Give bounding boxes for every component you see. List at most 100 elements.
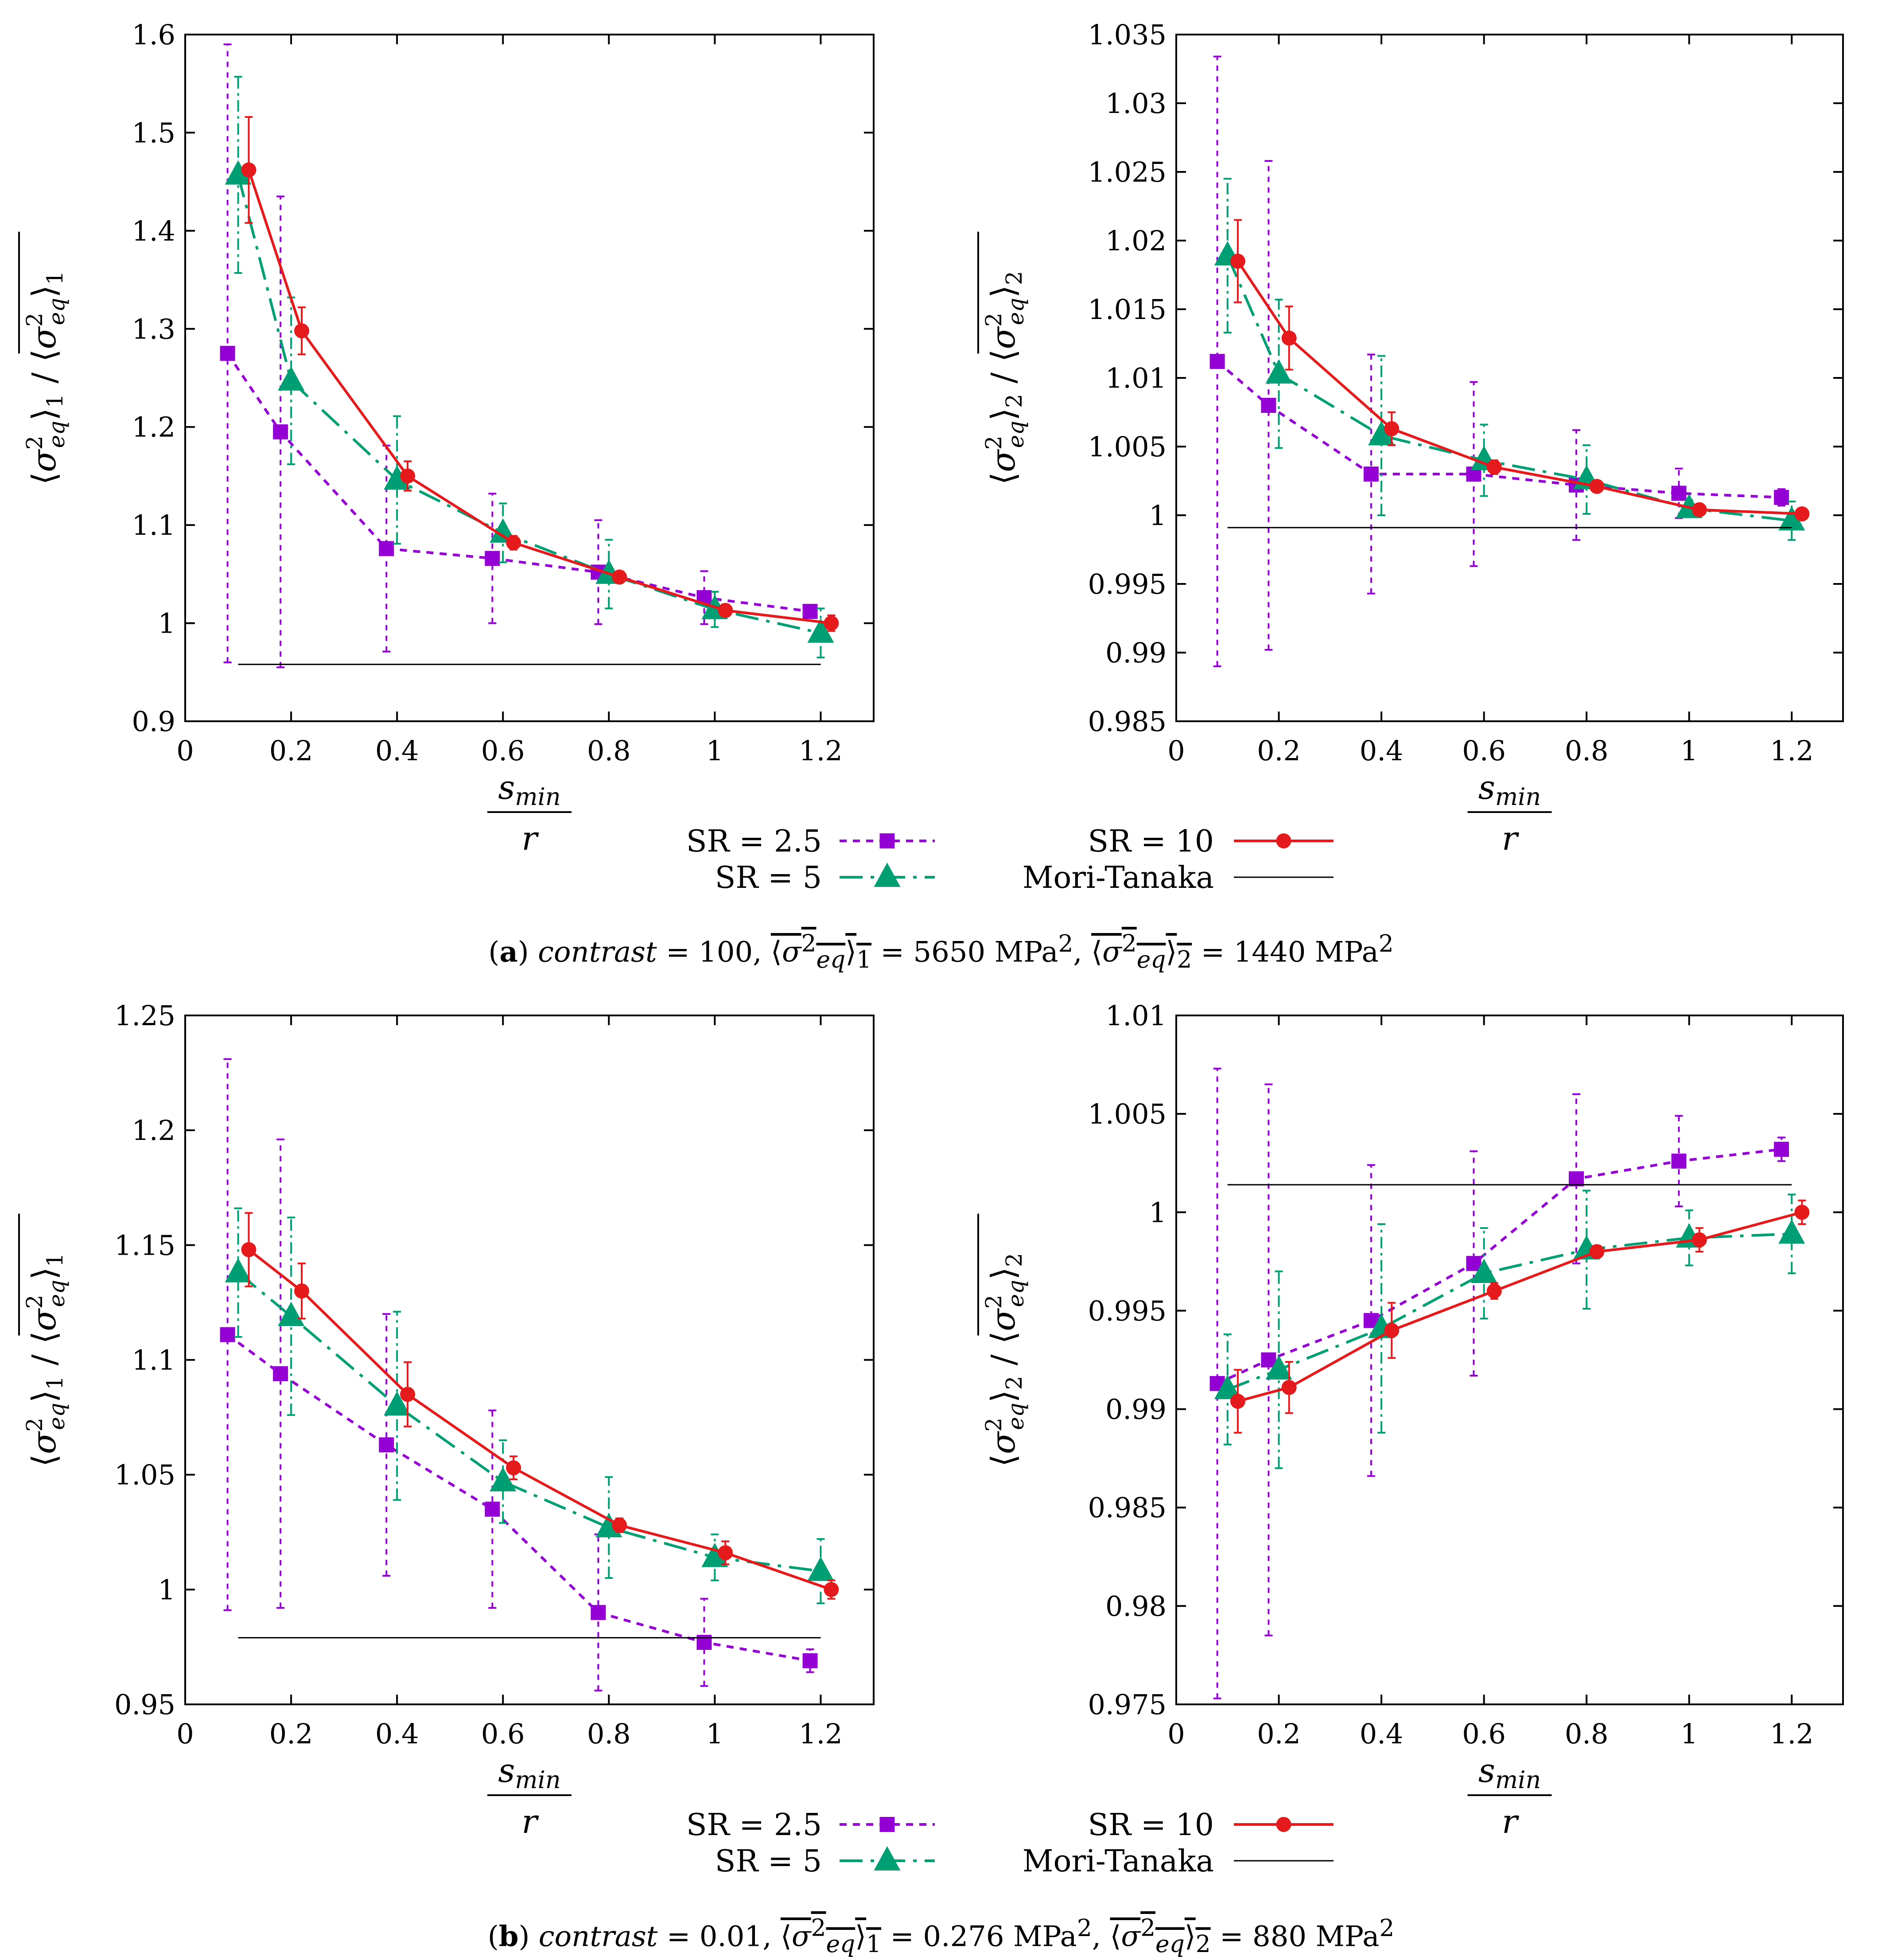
marker-sr5 [701,1543,728,1567]
y-tick-label: 0.995 [1088,568,1167,600]
y-tick-label: 0.98 [1105,1590,1167,1622]
x-tick-label: 1.2 [799,1718,843,1750]
x-tick-label: 1 [1680,1718,1698,1750]
legend-marker-sr5 [874,863,901,887]
svg-text:r: r [521,820,539,858]
marker-sr10 [294,1283,309,1299]
y-tick-label: 1.01 [1105,999,1167,1032]
x-tick-label: 0 [1167,1718,1185,1750]
legend-label: SR = 10 [1088,1808,1214,1843]
marker-sr10 [824,615,839,631]
marker-sr25 [220,346,235,361]
y-tick-label: 1 [1149,499,1167,532]
legend-marker-sr10 [1276,833,1291,848]
marker-sr10 [1691,1232,1707,1248]
series-sr10 [241,1212,839,1600]
legend-label: SR = 10 [1088,824,1214,859]
y-tick-label: 1.5 [132,117,175,149]
x-tick-label: 1.2 [1770,1718,1814,1750]
x-tick-label: 0.2 [269,735,313,767]
series-sr5 [1214,1190,1805,1469]
y-tick-label: 0.985 [1088,1492,1167,1524]
legend-label: SR = 2.5 [686,824,822,859]
legend-entry-mt: Mori-Tanaka [1023,860,1334,895]
legend-entry-sr10: SR = 10 [1088,1808,1334,1843]
marker-sr25 [1209,354,1225,369]
marker-sr10 [1486,459,1502,475]
x-tick-label: 1.2 [799,735,843,767]
marker-sr25 [220,1327,235,1342]
y-tick-label: 1 [158,607,175,640]
marker-sr10 [612,1517,627,1533]
legend-marker-sr25 [879,1817,895,1832]
marker-sr25 [379,1437,394,1453]
y-tick-label: 1.035 [1088,19,1167,51]
series-sr5 [225,1207,834,1604]
series-sr5 [225,76,834,659]
marker-sr25 [379,541,394,556]
marker-sr5 [278,1302,305,1326]
marker-sr5 [1265,359,1292,384]
x-tick-label: 0.2 [1257,735,1301,767]
x-tick-label: 0.6 [1462,735,1506,767]
marker-sr10 [241,1242,257,1257]
y-tick-label: 1.2 [132,1114,175,1147]
y-tick-label: 1 [1149,1196,1167,1229]
marker-sr25 [1774,490,1789,505]
caption-a: (a) contrast = 100, ⟨σ2eq⟩1 = 5650 MPa2,… [488,929,1394,974]
x-tick-label: 0.4 [1360,735,1404,767]
y-tick-label: 1.6 [132,19,175,51]
caption-b: (b) contrast = 0.01, ⟨σ2eq⟩1 = 0.276 MPa… [487,1914,1395,1958]
y-tick-label: 0.9 [132,705,175,738]
x-tick-label: 0.6 [481,735,525,767]
legend-entry-sr5: SR = 5 [715,860,935,895]
marker-sr10 [1794,1205,1810,1220]
marker-sr10 [294,323,309,338]
marker-sr10 [1794,506,1810,521]
marker-sr10 [506,1460,521,1476]
x-tick-label: 0.8 [587,1718,631,1750]
x-tick-label: 0.8 [1565,1718,1609,1750]
marker-sr10 [1691,502,1707,517]
marker-sr5 [225,160,252,185]
marker-sr10 [1281,331,1297,346]
x-tick-label: 0.8 [587,735,631,767]
y-tick-label: 1.1 [132,509,175,541]
y-tick-label: 0.985 [1088,705,1167,738]
plot-frame [184,34,875,722]
marker-sr25 [591,1605,606,1620]
marker-sr10 [400,1387,416,1402]
x-tick-label: 0.2 [1257,1718,1301,1750]
marker-sr10 [1384,1322,1400,1338]
legend-label: SR = 2.5 [686,1808,822,1843]
marker-sr10 [241,162,257,178]
y-tick-label: 1.05 [114,1459,175,1491]
marker-sr25 [696,1635,712,1650]
marker-sr5 [384,465,411,490]
svg-text:r: r [521,1803,539,1841]
svg-text:r: r [1502,1803,1520,1841]
x-tick-label: 1 [1680,735,1698,767]
legend-entry-mt: Mori-Tanaka [1023,1844,1334,1879]
marker-sr25 [273,424,288,439]
marker-sr10 [824,1582,839,1597]
x-tick-label: 0.4 [375,1718,419,1750]
x-tick-label: 0.2 [269,1718,313,1750]
marker-sr5 [278,366,305,391]
x-tick-label: 0.4 [1360,1718,1404,1750]
marker-sr25 [802,1653,818,1668]
legend-a: SR = 2.5 SR = 10 SR = 5 Mori-Tanaka [686,824,1334,895]
y-tick-label: 1.15 [114,1229,175,1261]
marker-sr5 [490,1467,517,1492]
marker-sr5 [807,1556,834,1581]
y-tick-label: 1.005 [1088,431,1167,463]
marker-sr25 [1261,398,1276,413]
x-tick-label: 0.6 [481,1718,525,1750]
x-tick-label: 0 [176,1718,194,1750]
legend-marker-sr5 [874,1846,901,1871]
legend-marker-sr10 [1276,1817,1291,1832]
series-sr10 [1230,219,1810,521]
x-tick-label: 0.6 [1462,1718,1506,1750]
marker-sr25 [1774,1142,1789,1157]
